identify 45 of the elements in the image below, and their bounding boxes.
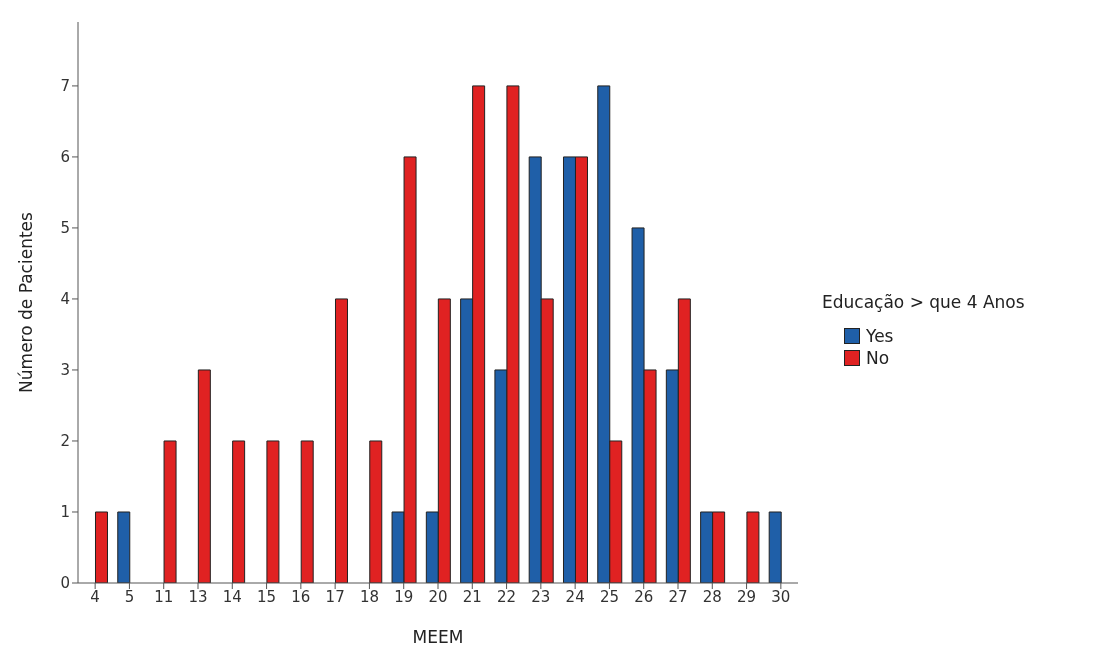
bar: [746, 511, 760, 583]
y-tick-label: 1: [60, 503, 70, 522]
y-tick-label: 6: [60, 148, 70, 167]
x-tick-label: 21: [462, 587, 482, 606]
legend-label: Yes: [866, 325, 894, 346]
x-axis-title: MEEM: [412, 627, 464, 647]
x-tick-label: 29: [737, 587, 757, 606]
y-tick-label: 5: [60, 219, 70, 238]
x-tick-label: 18: [359, 587, 379, 606]
legend-title: Educação > que 4 Anos: [822, 291, 1026, 312]
bar: [117, 511, 131, 583]
x-tick-label: 22: [497, 587, 517, 606]
bar: [266, 440, 280, 583]
y-tick-label: 0: [60, 574, 70, 593]
x-tick-label: 26: [634, 587, 654, 606]
y-axis-title: Número de Pacientes: [16, 211, 37, 393]
x-tick-label: 13: [188, 587, 208, 606]
y-tick-label: 2: [60, 432, 70, 451]
x-tick-label: 17: [325, 587, 345, 606]
x-tick-label: 27: [668, 587, 688, 606]
x-tick-label: 25: [599, 587, 619, 606]
bar: [94, 511, 108, 583]
x-tick-label: 20: [428, 587, 448, 606]
bar: [334, 298, 348, 583]
x-tick-label: 16: [291, 587, 311, 606]
x-tick-label: 23: [531, 587, 551, 606]
y-tick-label: 4: [60, 290, 70, 309]
bar: [232, 440, 246, 583]
bar: [768, 511, 782, 583]
legend-label: No: [866, 347, 890, 368]
x-tick-label: 19: [394, 587, 414, 606]
bar: [300, 440, 314, 583]
bar: [197, 369, 211, 583]
x-tick-label: 5: [124, 587, 135, 606]
y-tick-label: 7: [60, 77, 70, 96]
bar: [163, 440, 177, 583]
y-tick-label: 3: [60, 361, 70, 380]
x-tick-label: 28: [702, 587, 722, 606]
x-tick-label: 14: [222, 587, 242, 606]
x-tick-label: 30: [771, 587, 791, 606]
x-tick-label: 4: [90, 587, 100, 606]
x-tick-label: 15: [257, 587, 277, 606]
bar: [369, 440, 383, 583]
x-tick-label: 24: [565, 587, 585, 606]
x-tick-label: 11: [154, 587, 174, 606]
